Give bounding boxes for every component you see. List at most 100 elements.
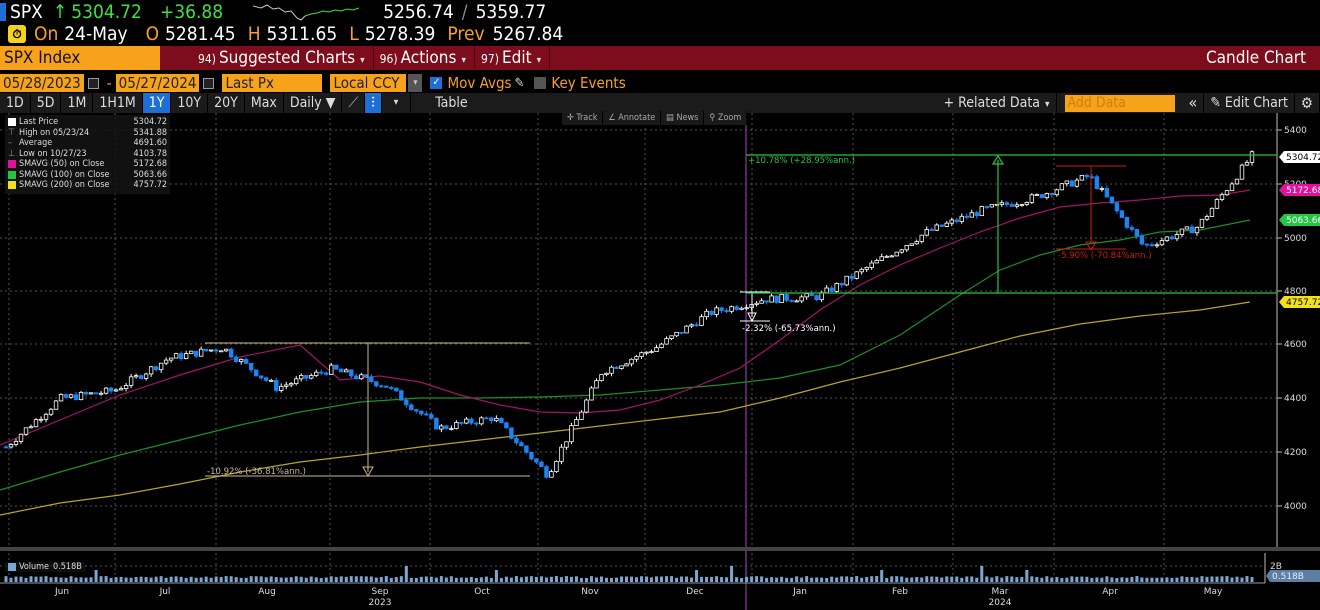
- range-1d[interactable]: 1D: [0, 93, 31, 113]
- end-date-input[interactable]: 05/27/2024: [115, 74, 200, 92]
- panel-divider[interactable]: [0, 547, 1320, 551]
- pencil-icon[interactable]: ✎: [514, 75, 525, 91]
- mov-avgs-label[interactable]: Mov Avgs: [447, 74, 512, 92]
- svg-text:4800: 4800: [1284, 287, 1307, 297]
- range-max[interactable]: Max: [245, 93, 284, 113]
- actions-menu[interactable]: 96) Actions ▾: [374, 46, 475, 70]
- zoom-tool[interactable]: ⚲ Zoom: [704, 111, 748, 125]
- svg-text:4000: 4000: [1284, 502, 1307, 512]
- legend-low: ⊥ Low on 10/27/23 4103.78: [8, 149, 167, 160]
- svg-text:Jan: Jan: [792, 587, 807, 597]
- legend-sma100[interactable]: SMAVG (100) on Close 5063.66: [8, 170, 167, 181]
- annotation-drawdown-2: [740, 291, 770, 323]
- related-data-label: + Related Data: [943, 95, 1040, 111]
- low-label: L: [349, 23, 359, 45]
- volume-value: 0.518B: [53, 562, 82, 572]
- prev-label: Prev: [447, 23, 485, 45]
- price-chart[interactable]: 5400 5200 5000 4800 4600 4400 4200 4000 …: [0, 113, 1320, 610]
- mov-avgs-checkbox[interactable]: ✓: [430, 77, 443, 89]
- quote-date: 24-May: [64, 23, 128, 45]
- news-tool[interactable]: ▤ News: [661, 111, 705, 125]
- legend-sma200[interactable]: SMAVG (200) on Close 4757.72: [8, 180, 167, 191]
- annotate-tool[interactable]: ∠ Annotate: [603, 111, 662, 125]
- edit-chart-label: Edit Chart: [1224, 95, 1288, 111]
- sma50-line: [0, 189, 1251, 446]
- ticker-field[interactable]: SPX Index: [0, 46, 160, 70]
- caret-down-icon: ▾: [1044, 99, 1050, 110]
- sma200-line: [0, 301, 1251, 516]
- legend-sma50[interactable]: SMAVG (50) on Close 5172.68: [8, 159, 167, 170]
- svg-text:Jun: Jun: [54, 587, 69, 597]
- range-1m[interactable]: 1M: [61, 93, 94, 113]
- key-events-checkbox[interactable]: [534, 77, 547, 89]
- svg-text:4600: 4600: [1284, 340, 1307, 350]
- annotation-label: -10.92% (-36.81%ann.): [207, 467, 306, 477]
- chevron-down-icon[interactable]: ▾: [382, 93, 412, 113]
- line-chart-icon[interactable]: ⟋: [342, 93, 366, 113]
- start-date-input[interactable]: 05/28/2023: [0, 74, 84, 92]
- edit-menu[interactable]: 97) Edit ▾: [475, 46, 551, 70]
- legend-last-price[interactable]: Last Price 5304.72: [8, 117, 167, 128]
- annotation-drawdown-3: [1056, 165, 1126, 251]
- range-1h1m[interactable]: 1H1M: [93, 93, 143, 113]
- range-20y[interactable]: 20Y: [208, 93, 245, 113]
- open-label: O: [145, 23, 160, 45]
- period-select[interactable]: Daily ▼: [284, 93, 343, 113]
- svg-text:May: May: [1204, 587, 1223, 597]
- calendar-icon[interactable]: [87, 77, 99, 89]
- volume-label: Volume: [19, 562, 50, 572]
- field-select[interactable]: Last Px: [222, 74, 323, 92]
- range-separator: /: [461, 0, 468, 23]
- volume-bars: [4, 566, 1254, 582]
- annotation-label: +10.78% (+28.95%ann.): [748, 156, 855, 166]
- chevron-down-icon[interactable]: ▾: [408, 74, 423, 92]
- annotation-label: -5.90% (-70.84%ann.): [1058, 251, 1152, 261]
- menu-label: Actions: [400, 48, 457, 68]
- svg-text:2023: 2023: [369, 598, 392, 608]
- symbol: SPX: [10, 0, 43, 23]
- up-arrow-icon: ↑: [52, 0, 68, 23]
- menu-number: 97): [481, 52, 499, 66]
- range-5d[interactable]: 5D: [31, 93, 62, 113]
- candlesticks: [3, 150, 1255, 479]
- svg-text:5063.66: 5063.66: [1286, 216, 1320, 226]
- svg-text:2024: 2024: [989, 598, 1012, 608]
- chart-type-title: Candle Chart: [1205, 48, 1306, 68]
- collapse-icon[interactable]: «: [1183, 93, 1205, 113]
- range-10y[interactable]: 10Y: [171, 93, 209, 113]
- day-range-high: 5359.77: [475, 0, 547, 23]
- h-gridlines: [0, 129, 1277, 507]
- table-button[interactable]: Table: [435, 95, 468, 111]
- related-data-button[interactable]: + Related Data ▾: [938, 93, 1057, 113]
- swatch-green: [8, 170, 16, 179]
- gear-icon[interactable]: ⚙: [1295, 93, 1320, 113]
- svg-text:Mar: Mar: [992, 587, 1009, 597]
- range-1y[interactable]: 1Y: [142, 93, 172, 113]
- high-label: H: [247, 23, 261, 45]
- calendar-icon[interactable]: [203, 77, 215, 89]
- key-events-label[interactable]: Key Events: [551, 74, 626, 92]
- legend-label: Low on 10/27/23: [19, 148, 87, 159]
- sparkline-icon: [253, 3, 360, 21]
- axis-value-tags: 5304.72 5172.68 5063.66 4757.72: [1279, 151, 1320, 308]
- net-change: +36.88: [159, 0, 224, 23]
- currency-select[interactable]: Local CCY: [330, 74, 407, 92]
- add-data-input[interactable]: Add Data: [1064, 94, 1175, 112]
- legend-value: 4757.72: [133, 180, 167, 191]
- annotation-drawdown-1: [205, 342, 530, 478]
- caret-down-icon: ▾: [536, 55, 542, 66]
- day-range-low: 5256.74: [383, 0, 454, 23]
- legend-value: 4691.60: [133, 138, 167, 149]
- volume-legend[interactable]: Volume 0.518B: [5, 562, 85, 572]
- svg-text:Dec: Dec: [686, 587, 703, 597]
- quote-detail: ⏱ On 24-May O 5281.45 H 5311.65 L 5278.3…: [0, 23, 1320, 45]
- legend-label: Last Price: [19, 117, 59, 128]
- alert-icon[interactable]: ⏱: [8, 25, 26, 43]
- svg-text:5304.72: 5304.72: [1286, 153, 1320, 163]
- edit-chart-button[interactable]: ✎ Edit Chart: [1204, 93, 1295, 113]
- candle-chart-icon[interactable]: ⫶: [365, 93, 382, 113]
- track-tool[interactable]: ✛ Track: [562, 111, 604, 125]
- menu-label: Edit: [501, 48, 532, 68]
- menu-label: Suggested Charts: [218, 48, 356, 68]
- suggested-charts-menu[interactable]: 94) Suggested Charts ▾: [160, 46, 374, 70]
